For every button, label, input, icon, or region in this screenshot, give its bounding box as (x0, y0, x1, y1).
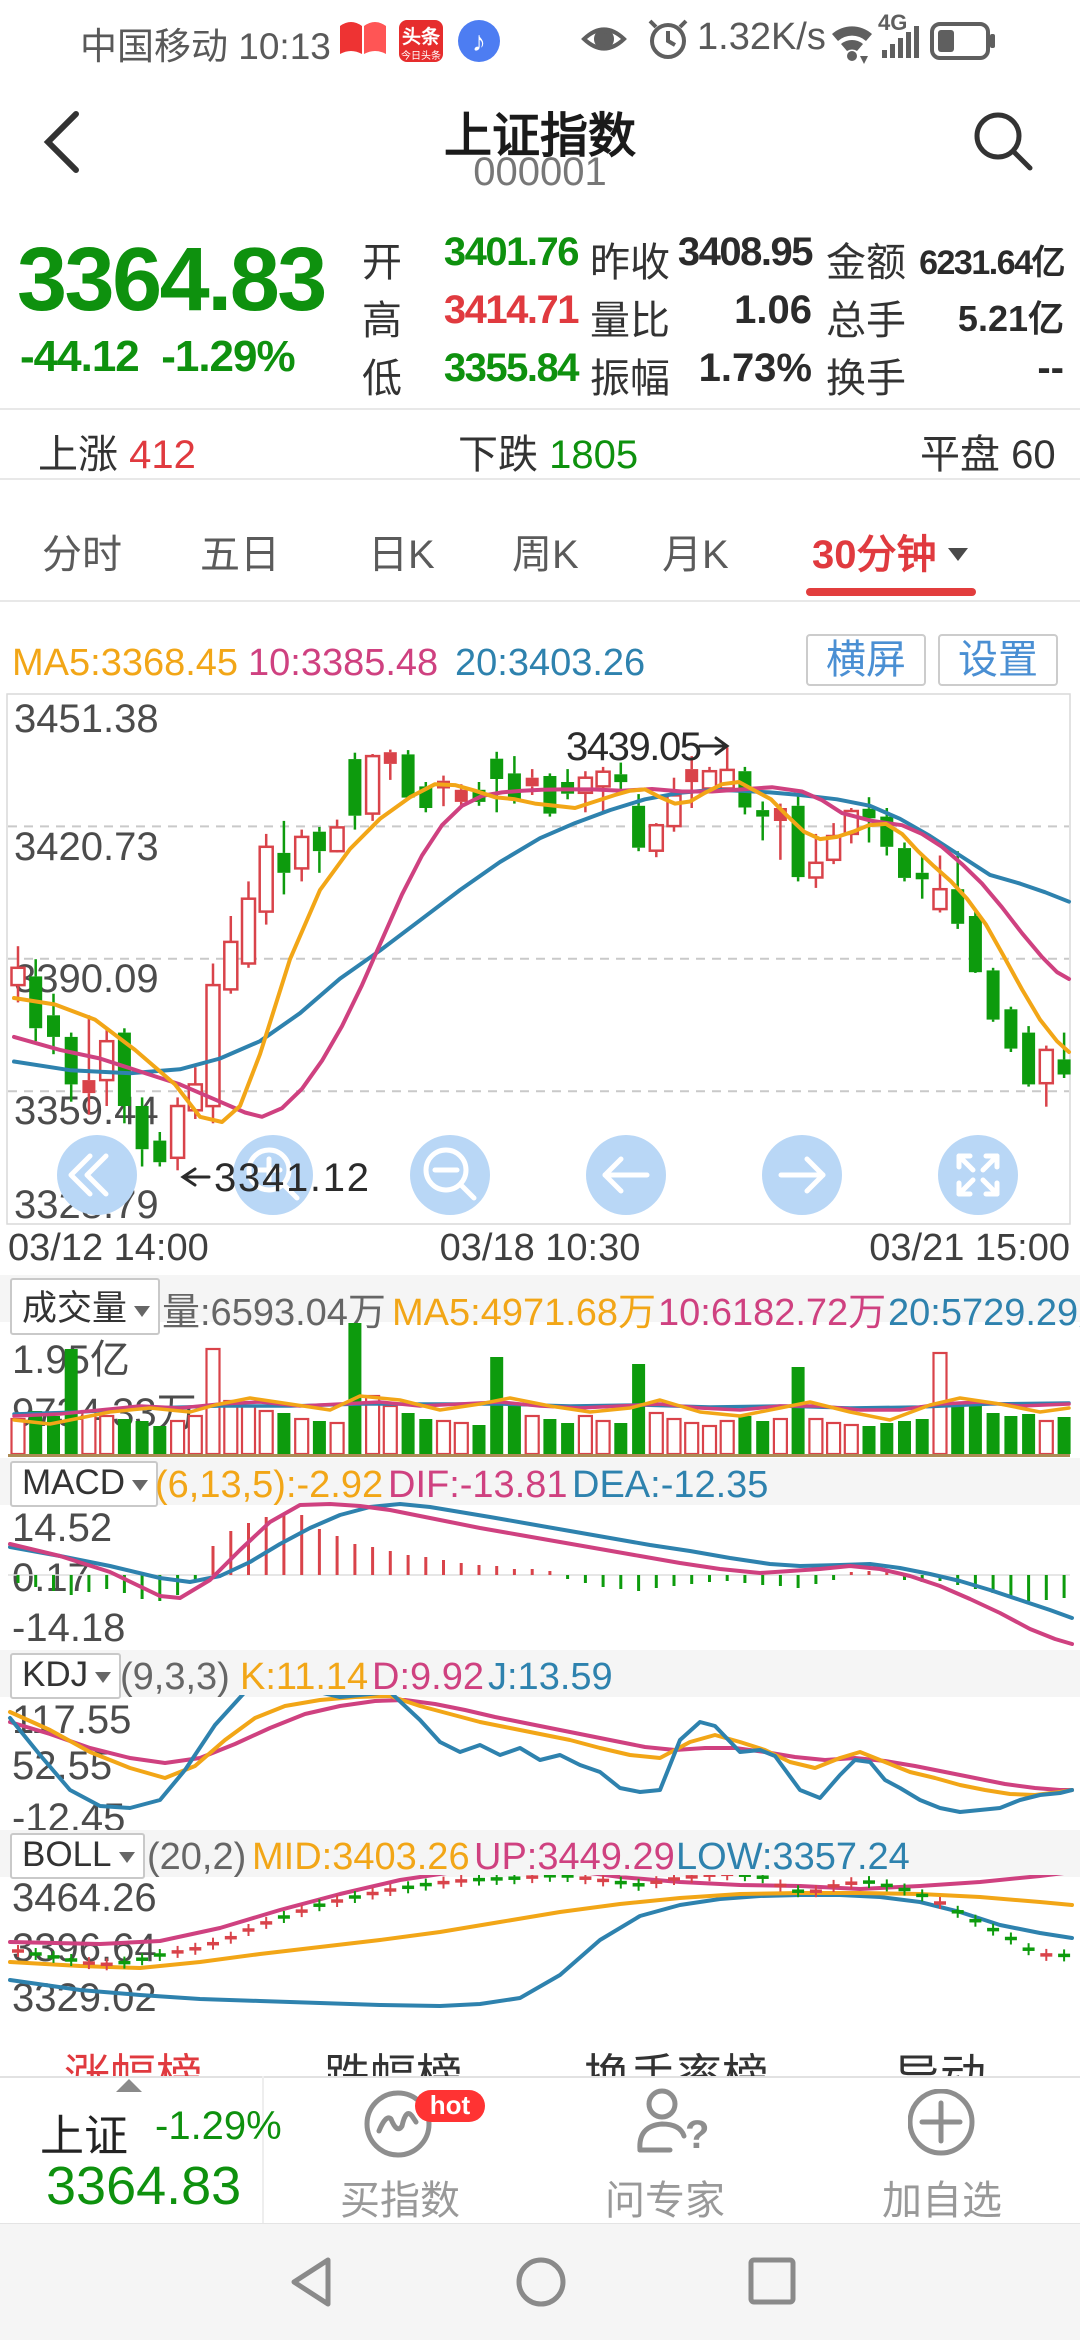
svg-text:3341.12: 3341.12 (214, 1156, 369, 1200)
svg-text:3420.73: 3420.73 (14, 825, 159, 869)
svg-text:03/21 15:00: 03/21 15:00 (869, 1227, 1070, 1269)
svg-text:♪: ♪ (472, 26, 486, 57)
svg-text:03/12 14:00: 03/12 14:00 (8, 1227, 209, 1269)
svg-text:4G: 4G (878, 12, 907, 35)
svg-text:3451.38: 3451.38 (14, 697, 159, 741)
svg-text:hot: hot (430, 2090, 471, 2120)
svg-text:03/18 10:30: 03/18 10:30 (440, 1227, 641, 1269)
svg-text:?: ? (685, 2113, 709, 2157)
svg-text:3439.05: 3439.05 (566, 725, 702, 769)
svg-text:今日头条: 今日头条 (401, 49, 441, 62)
svg-text:3359.44: 3359.44 (14, 1089, 159, 1133)
svg-text:头条: 头条 (402, 25, 441, 48)
